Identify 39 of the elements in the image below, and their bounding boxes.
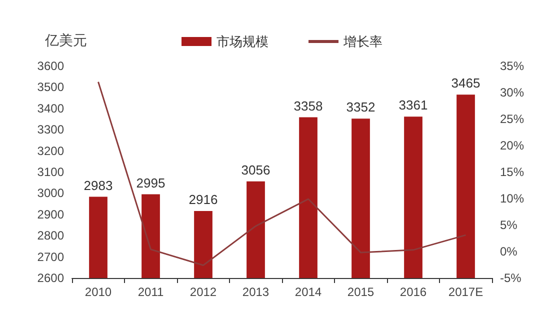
- x-tick-label: 2017E: [448, 285, 484, 299]
- text: 3358: [294, 98, 323, 114]
- y2-tick-label: 30%: [500, 86, 524, 100]
- y-tick-label: 2700: [37, 250, 64, 264]
- y2-tick-label: 10%: [500, 192, 524, 206]
- text: 3056: [241, 162, 270, 178]
- legend-label: 增长率: [342, 34, 382, 49]
- x-tick-label: 2010: [84, 285, 112, 299]
- text: 3465: [451, 76, 480, 91]
- y-tick-label: 2800: [37, 228, 64, 243]
- y-tick-label: 3300: [37, 122, 64, 137]
- x-tick-label: 2011: [138, 285, 164, 299]
- y-tick-label: 3100: [37, 165, 64, 179]
- y-tick-label: 3200: [37, 144, 64, 158]
- text: 2916: [188, 192, 218, 208]
- text: 2983: [84, 178, 113, 193]
- y-tick-label: 3000: [37, 186, 64, 200]
- y-tick-label: 2600: [37, 271, 64, 285]
- text: 3361: [398, 98, 428, 113]
- y2-tick-label: 15%: [500, 165, 524, 179]
- x-tick-label: 2016: [400, 285, 427, 299]
- y2-tick-label: 20%: [500, 138, 524, 152]
- text: 3352: [346, 100, 376, 115]
- y2-tick-label: 35%: [500, 59, 524, 73]
- x-tick-label: 2015: [347, 285, 374, 299]
- y2-tick-label: 25%: [500, 112, 524, 126]
- legend-label: 市场规模: [216, 34, 268, 49]
- y-tick-label: 3400: [37, 101, 64, 116]
- y2-tick-label: 5%: [500, 218, 518, 232]
- y2-tick-label: -5%: [500, 271, 522, 285]
- y-tick-label: 3600: [37, 59, 64, 73]
- y-axis-title: 亿美元: [44, 32, 87, 48]
- x-tick-label: 2013: [242, 285, 270, 299]
- y-tick-label: 3500: [37, 80, 64, 94]
- y-tick-label: 2900: [37, 207, 64, 222]
- text: 2995: [136, 175, 166, 190]
- x-tick-label: 2012: [190, 285, 217, 299]
- y2-tick-label: 0%: [500, 244, 518, 258]
- x-tick-label: 2014: [294, 285, 322, 299]
